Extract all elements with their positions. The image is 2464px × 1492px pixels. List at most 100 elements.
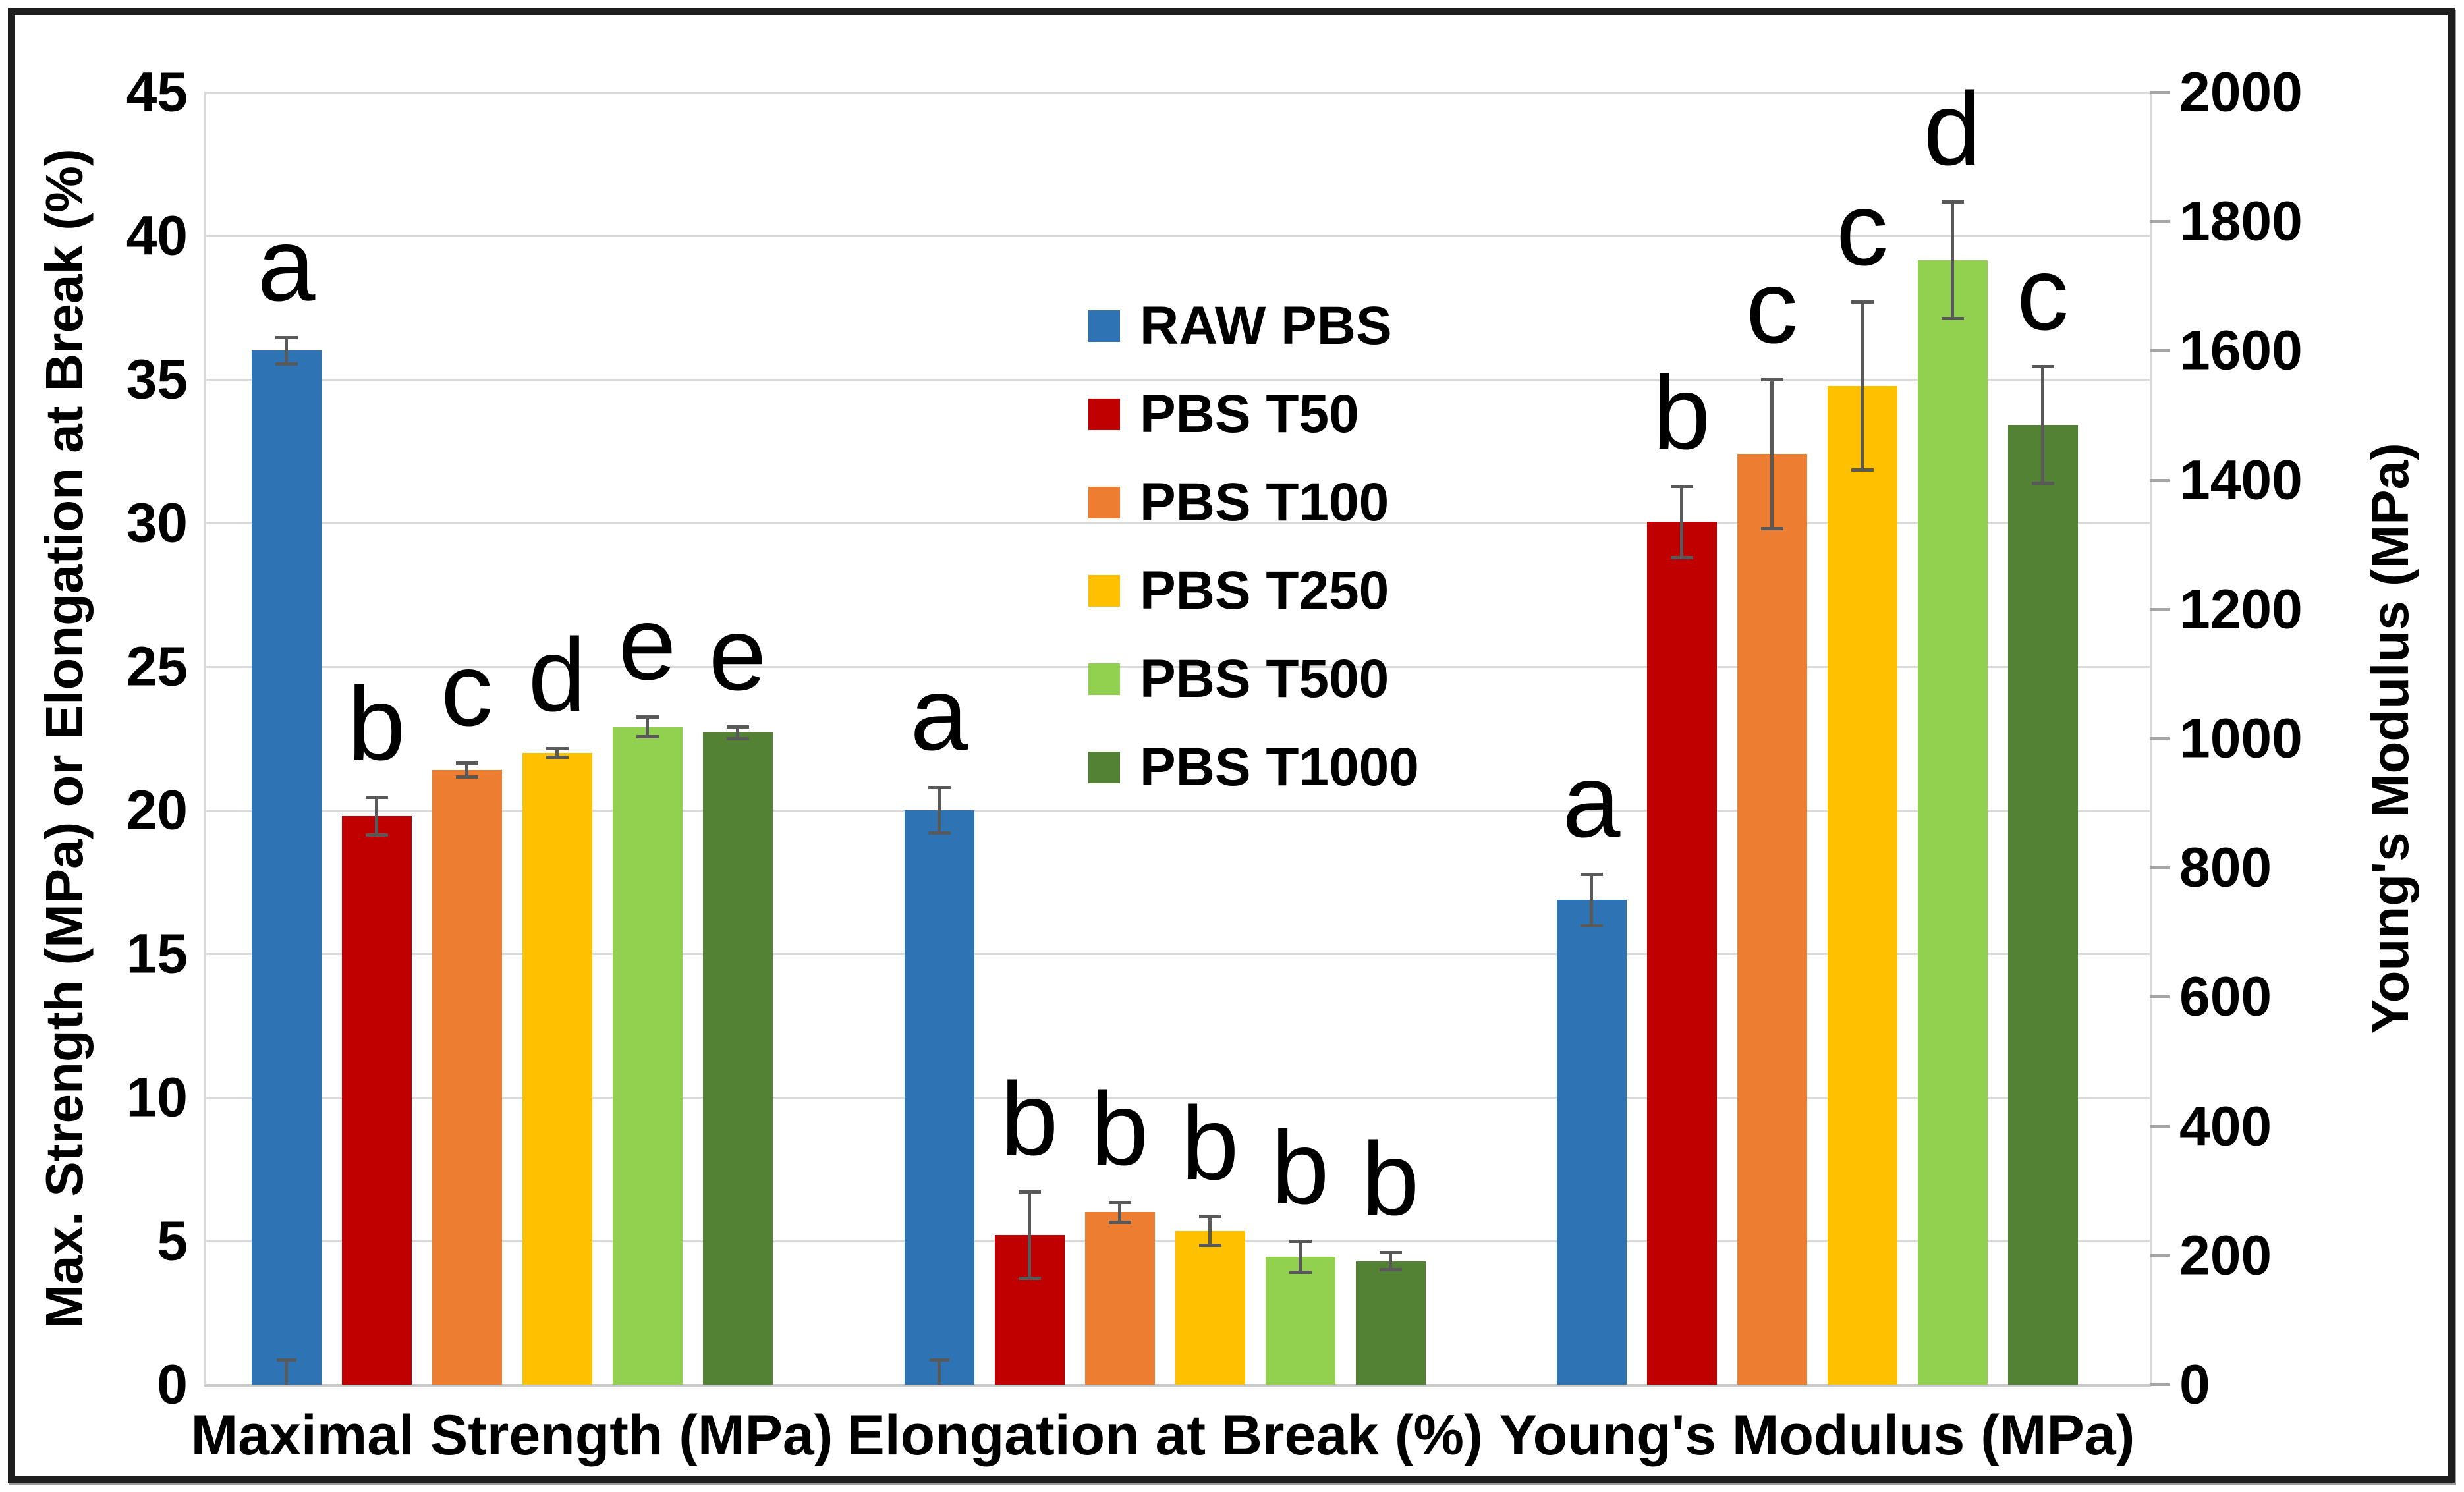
- error-bar-cap-top: [365, 795, 388, 799]
- right-axis-tick-mark: [2150, 737, 2170, 740]
- legend-item: PBS T1000: [1088, 723, 1419, 812]
- error-bar-cap-top: [2031, 365, 2054, 369]
- error-bar-cap-bottom: [1851, 468, 1874, 472]
- error-bar-cap-top: [1670, 484, 1693, 488]
- error-bar-cap-bottom: [726, 736, 749, 740]
- error-bar-cap-top: [275, 336, 298, 340]
- left-axis-tick-label: 10: [126, 1066, 188, 1128]
- error-bar-cap-top: [1851, 300, 1874, 304]
- plot-left-border: [204, 92, 206, 1385]
- bar: [904, 810, 974, 1385]
- error-bar-cap-bottom: [1760, 526, 1783, 530]
- error-bar-cap-bottom: [1018, 1277, 1041, 1281]
- error-bar-line: [1028, 1192, 1031, 1279]
- legend-swatch-icon: [1088, 487, 1120, 518]
- error-bar-cap-bottom: [1580, 924, 1603, 927]
- x-axis-line: [204, 1384, 2151, 1387]
- right-axis-tick-label: 1400: [2179, 449, 2303, 511]
- error-bar-line: [646, 717, 649, 737]
- significance-letter: c: [2017, 235, 2069, 352]
- legend-item: PBS T50: [1088, 370, 1419, 458]
- left-axis-tick-label: 15: [126, 922, 188, 985]
- right-axis-title: Young's Modulus (MPa): [2361, 443, 2419, 1034]
- significance-letter: e: [618, 586, 677, 702]
- bar: [1917, 260, 1988, 1385]
- error-bar-cap-bottom: [275, 362, 298, 366]
- left-axis-tick-label: 0: [157, 1353, 188, 1416]
- category-label: Young's Modulus (MPa): [1499, 1404, 2135, 1467]
- error-bar-cap-top: [928, 785, 951, 789]
- error-bar-line: [1299, 1241, 1302, 1273]
- category-label: Elongation at Break (%): [847, 1404, 1483, 1467]
- error-bar-cap-bottom: [1941, 316, 1964, 320]
- right-axis-tick-mark: [2150, 1124, 2170, 1128]
- bar: [251, 350, 322, 1385]
- left-axis-tick-label: 5: [157, 1209, 188, 1272]
- error-bar-line: [938, 787, 941, 833]
- right-axis-tick-mark: [2150, 1383, 2170, 1386]
- bar: [1556, 900, 1627, 1385]
- bar: [1827, 386, 1897, 1385]
- legend-swatch-icon: [1088, 575, 1120, 607]
- stray-whisker-cap: [276, 1358, 296, 1362]
- error-bar-line: [1590, 874, 1593, 926]
- legend-label: RAW PBS: [1140, 296, 1392, 356]
- error-bar-cap-top: [546, 746, 569, 750]
- significance-letter: a: [910, 656, 968, 773]
- right-axis-tick-label: 400: [2179, 1095, 2272, 1157]
- error-bar-line: [2041, 366, 2044, 484]
- error-bar-cap-top: [455, 761, 478, 765]
- error-bar-cap-bottom: [1289, 1271, 1312, 1275]
- significance-letter: a: [257, 206, 316, 323]
- right-axis-tick-mark: [2150, 220, 2170, 223]
- right-axis-tick-label: 1800: [2179, 190, 2303, 252]
- error-bar-cap-bottom: [1198, 1244, 1221, 1248]
- error-bar-cap-bottom: [1670, 555, 1693, 559]
- left-axis-title: Max. Strength (MPa) or Elongation at Bre…: [35, 148, 94, 1329]
- bar: [432, 769, 502, 1385]
- left-axis-tick-label: 35: [126, 348, 188, 410]
- error-bar-line: [1118, 1202, 1121, 1223]
- legend-swatch-icon: [1088, 310, 1120, 342]
- error-bar-cap-top: [636, 715, 659, 719]
- left-axis-tick-label: 25: [126, 635, 188, 698]
- error-bar-cap-top: [1941, 200, 1964, 204]
- right-axis-tick-mark: [2150, 866, 2170, 870]
- bar: [1175, 1230, 1245, 1385]
- error-bar-line: [1770, 379, 1774, 529]
- right-axis-tick-label: 600: [2179, 965, 2272, 1028]
- legend-item: PBS T500: [1088, 635, 1419, 723]
- error-bar-line: [465, 763, 468, 777]
- bar: [2007, 425, 2078, 1385]
- legend-swatch-icon: [1088, 399, 1120, 430]
- bar: [1737, 454, 1807, 1385]
- bar: [1646, 522, 1717, 1385]
- error-bar-cap-top: [726, 725, 749, 729]
- right-axis-tick-label: 1600: [2179, 319, 2303, 381]
- gridline: [204, 92, 2151, 94]
- left-axis-tick-label: 45: [126, 61, 188, 123]
- gridline: [204, 1097, 2151, 1099]
- bar: [612, 727, 683, 1385]
- right-axis-tick-label: 200: [2179, 1224, 2272, 1286]
- legend-swatch-icon: [1088, 752, 1120, 783]
- error-bar-cap-top: [1580, 872, 1603, 876]
- significance-letter: c: [1746, 248, 1798, 365]
- error-bar-line: [555, 748, 559, 758]
- legend-label: PBS T250: [1140, 561, 1389, 621]
- gridline: [204, 953, 2151, 955]
- significance-letter: a: [1562, 743, 1621, 859]
- right-axis-tick-label: 1000: [2179, 707, 2303, 769]
- bar: [522, 752, 592, 1385]
- significance-letter: d: [1923, 70, 1982, 187]
- error-bar-line: [375, 797, 378, 835]
- legend-label: PBS T50: [1140, 384, 1359, 444]
- legend-swatch-icon: [1088, 663, 1120, 695]
- significance-letter: b: [1271, 1110, 1330, 1226]
- gridline: [204, 379, 2151, 381]
- stray-whisker-line: [938, 1360, 941, 1385]
- error-bar-cap-top: [1018, 1190, 1041, 1194]
- right-axis-tick-mark: [2150, 1254, 2170, 1257]
